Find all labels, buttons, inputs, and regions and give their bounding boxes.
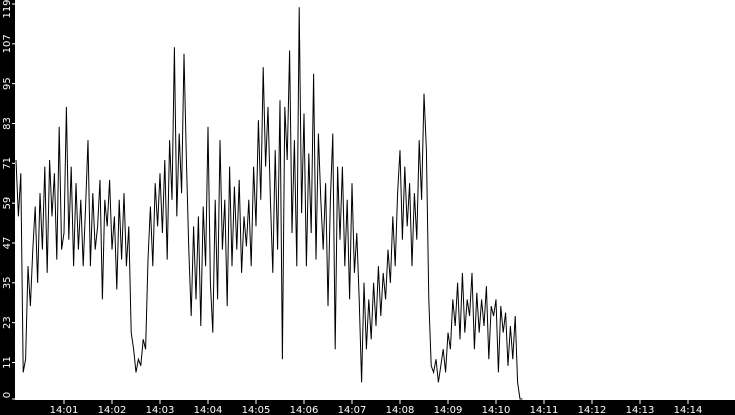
y-tick-label: 35 (2, 276, 13, 289)
x-tick-label: 14:14 (674, 405, 703, 415)
x-tick-label: 14:02 (98, 405, 127, 415)
y-tick-label: 23 (2, 316, 13, 329)
x-tick-label: 14:10 (482, 405, 511, 415)
y-tick-label: 47 (2, 237, 13, 250)
x-tick-label: 14:05 (242, 405, 271, 415)
y-axis: 0 11 23 35 47 59 71 83 95 107 119 (2, 0, 15, 400)
y-tick-label: 0 (2, 392, 13, 398)
y-tick-label: 59 (2, 197, 13, 210)
x-tick-label: 14:07 (338, 405, 367, 415)
plot-area (15, 0, 735, 400)
y-tick-label: 71 (2, 157, 13, 170)
x-tick-label: 14:03 (146, 405, 175, 415)
x-tick-label: 14:09 (434, 405, 463, 415)
x-tick-label: 14:04 (194, 405, 223, 415)
y-tick-label: 95 (2, 77, 13, 90)
y-tick-label: 107 (2, 34, 13, 53)
x-tick-label: 14:11 (530, 405, 559, 415)
x-tick-label: 14:13 (626, 405, 655, 415)
x-axis: 14:01 14:02 14:03 14:04 14:05 14:06 14:07 14:08… (50, 400, 703, 415)
x-tick-label: 14:06 (290, 405, 319, 415)
x-tick-label: 14:12 (578, 405, 607, 415)
y-tick-label: 83 (2, 117, 13, 130)
y-tick-label: 119 (2, 0, 13, 19)
x-tick-label: 14:01 (50, 405, 79, 415)
series-line (15, 7, 523, 400)
y-tick-label: 11 (2, 356, 13, 369)
x-tick-label: 14:08 (386, 405, 415, 415)
